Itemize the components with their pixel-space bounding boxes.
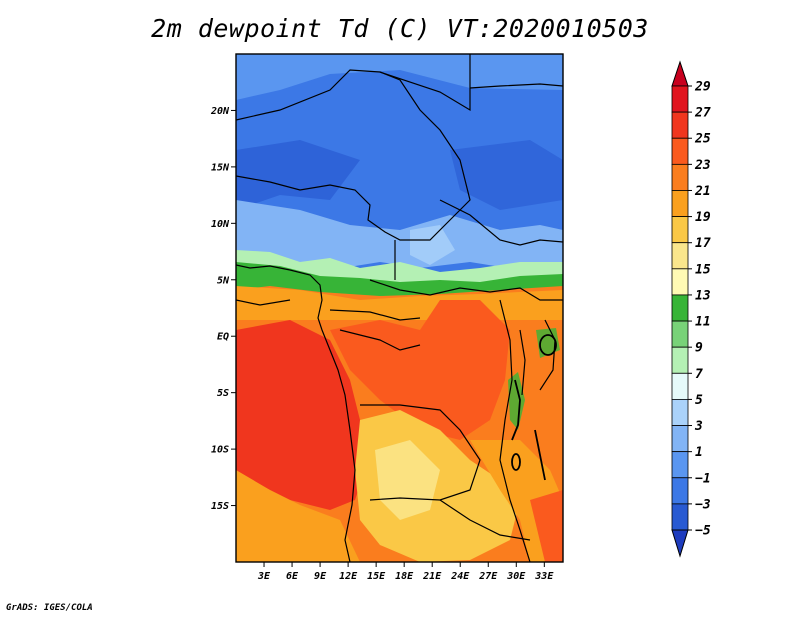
- colorbar-label: 1: [695, 445, 703, 460]
- lon-tick-label: 6E: [286, 571, 299, 582]
- colorbar-swatch: [671, 111, 689, 139]
- colorbar-label: −3: [695, 497, 711, 512]
- colorbar-swatch: [671, 399, 689, 426]
- colorbar-label: 13: [695, 288, 711, 303]
- lon-tick-label: 27E: [478, 571, 498, 582]
- colorbar-swatch: [671, 85, 689, 113]
- colorbar-label: 9: [695, 341, 703, 356]
- lat-tick-label: 5N: [217, 275, 230, 286]
- colorbar-swatch: [671, 320, 689, 348]
- colorbar-swatch: [671, 425, 689, 453]
- colorbar-label: 23: [694, 158, 711, 173]
- lat-tick-label: 5S: [217, 388, 229, 399]
- colorbar-swatch: [671, 451, 689, 479]
- lat-tick-label: 15N: [211, 162, 230, 173]
- colorbar-swatch: [671, 190, 689, 217]
- colorbar-label: −1: [695, 471, 711, 486]
- colorbar-label: 27: [694, 106, 711, 121]
- colorbar-label: 19: [695, 210, 711, 225]
- colorbar-swatch: [671, 372, 689, 400]
- colorbar-swatch: [671, 477, 689, 505]
- colorbar-swatch: [671, 346, 689, 374]
- lat-tick-label: 15S: [211, 501, 229, 512]
- lon-tick-label: 33E: [534, 571, 554, 582]
- lon-tick-label: 15E: [367, 571, 386, 582]
- colorbar-label: 29: [694, 80, 711, 95]
- lon-tick-label: 24E: [450, 571, 470, 582]
- lon-tick-label: 30E: [506, 571, 526, 582]
- lakes: [511, 334, 557, 481]
- colorbar-label: −5: [695, 524, 711, 539]
- dewpoint-field: [236, 54, 563, 562]
- colorbar-swatch: [671, 163, 689, 191]
- colorbar-label: 17: [695, 236, 711, 251]
- colorbar-label: 3: [694, 419, 703, 434]
- plot-frame: [235, 53, 564, 563]
- colorbar-swatch: [671, 294, 689, 322]
- colorbar-top-arrow: [671, 60, 689, 87]
- colorbar-label: 5: [695, 393, 703, 408]
- country-borders: [236, 54, 563, 562]
- colorbar-label: 15: [695, 262, 711, 277]
- colorbar-label: 25: [694, 132, 711, 147]
- longitude-axis: 3E 6E 9E 12E 15E 18E 21E 24E 27E 30E 33E: [257, 562, 554, 582]
- lon-tick-label: 12E: [339, 571, 358, 582]
- lat-tick-label: 10N: [211, 219, 230, 230]
- colorbar-swatch: [671, 242, 689, 270]
- colorbar-swatch: [671, 503, 689, 531]
- lon-tick-label: 18E: [395, 571, 414, 582]
- colorbar-label: 11: [695, 315, 711, 330]
- colorbar-swatch: [671, 137, 689, 165]
- colorbar-swatch: [671, 216, 689, 244]
- lat-tick-label: EQ: [217, 332, 229, 343]
- lat-tick-label: 20N: [210, 106, 230, 117]
- colorbar-label: 21: [694, 184, 711, 199]
- lat-tick-label: 10S: [211, 445, 229, 456]
- colorbar-bottom-arrow: [671, 529, 689, 558]
- lon-tick-label: 9E: [314, 571, 327, 582]
- colorbar: 29 27 25 23 21 19 17 15 13 11 9 7 5 3 1 −1 −3 −5: [671, 60, 711, 558]
- lon-tick-label: 21E: [422, 571, 442, 582]
- colorbar-label: 7: [695, 367, 703, 382]
- map-title: 2m dewpoint Td (C) VT:2020010503: [151, 14, 649, 43]
- lon-tick-label: 3E: [257, 571, 271, 582]
- colorbar-swatch: [671, 268, 689, 296]
- credit-text: GrADS: IGES/COLA: [6, 603, 93, 613]
- latitude-axis: 20N 15N 10N 5N EQ 5S 10S 15S: [210, 106, 236, 512]
